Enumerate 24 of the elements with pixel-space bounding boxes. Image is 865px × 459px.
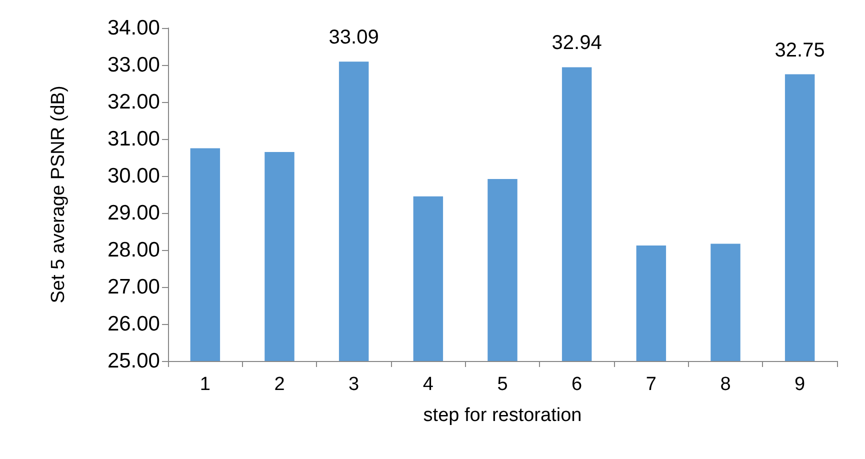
x-tick-label: 6 xyxy=(572,374,582,395)
data-label: 32.94 xyxy=(552,32,602,54)
y-tick-label: 34.00 xyxy=(107,16,160,40)
x-tick-label: 5 xyxy=(497,374,508,395)
y-tick-label: 29.00 xyxy=(107,202,160,224)
y-axis-title: Set 5 average PSNR (dB) xyxy=(48,86,69,304)
y-tick-label: 30.00 xyxy=(107,164,160,188)
y-tick-label: 33.00 xyxy=(107,54,160,76)
data-label: 32.75 xyxy=(774,39,825,62)
y-tick-label: 25.00 xyxy=(107,350,160,372)
x-tick-label: 2 xyxy=(274,374,285,395)
x-tick-label: 9 xyxy=(794,374,806,395)
y-tick-label: 32.00 xyxy=(107,90,160,114)
y-tick-label: 27.00 xyxy=(107,276,160,298)
y-tick-label: 31.00 xyxy=(107,128,160,150)
x-tick-label: 1 xyxy=(200,374,210,395)
x-tick-label: 7 xyxy=(646,374,656,395)
x-tick-label: 3 xyxy=(348,374,360,395)
data-label: 33.09 xyxy=(328,26,379,49)
x-axis-title: step for restoration xyxy=(423,405,582,426)
y-tick-label: 26.00 xyxy=(107,312,160,336)
x-tick-label: 8 xyxy=(720,374,731,395)
x-tick-label: 4 xyxy=(422,374,434,395)
y-tick-label: 28.00 xyxy=(107,238,160,262)
